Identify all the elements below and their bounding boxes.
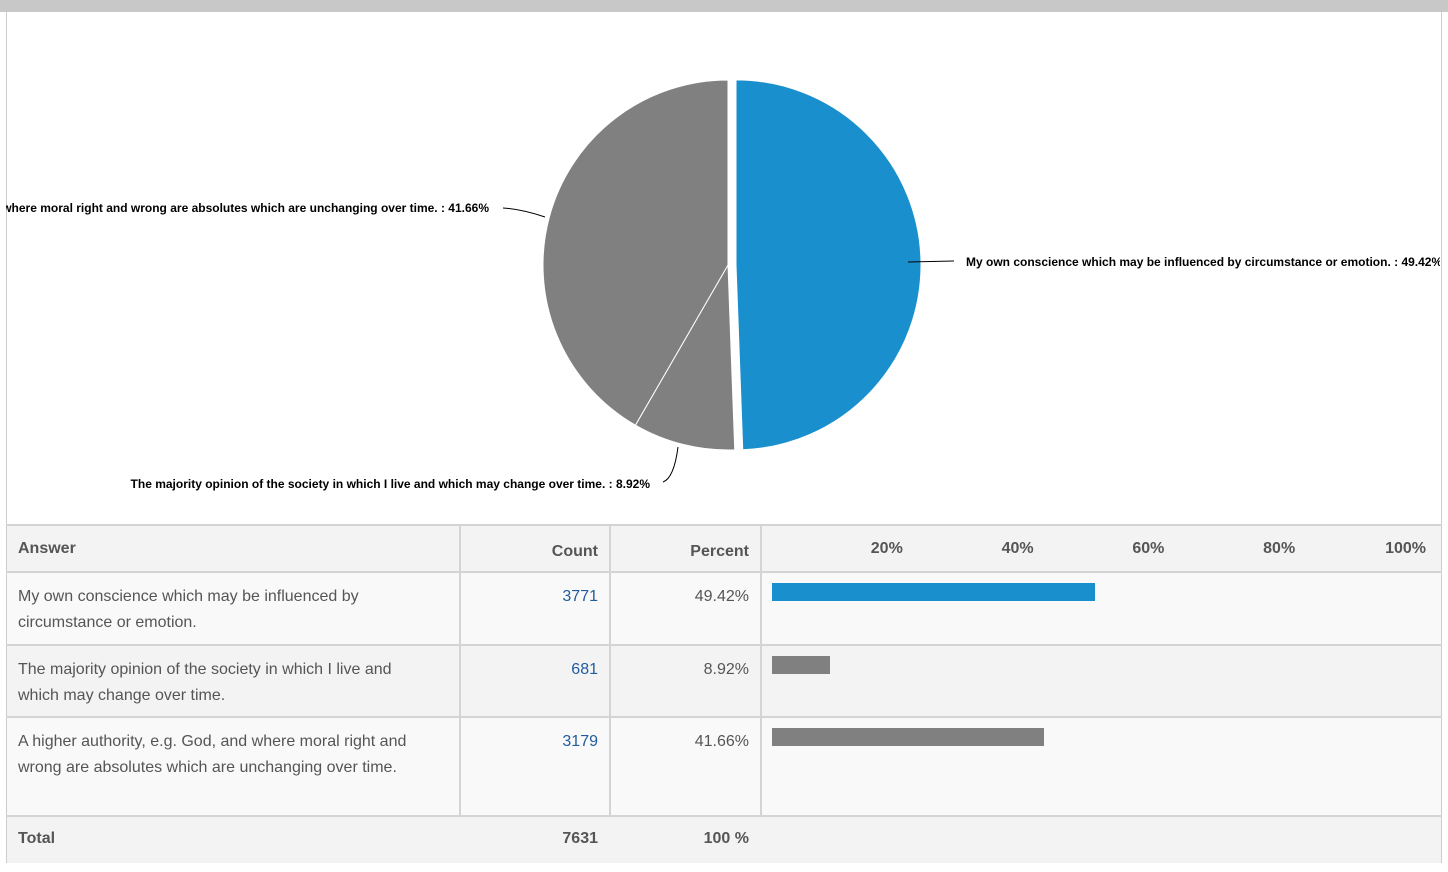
row-border [6, 524, 1442, 526]
pie-chart: My own conscience which may be influence… [6, 79, 1440, 491]
row-border [6, 716, 1442, 718]
x-tick-label: 60% [1132, 540, 1165, 557]
column-border [459, 525, 461, 816]
bar [772, 656, 831, 674]
header-answer: Answer [18, 540, 76, 557]
top-bar [0, 0, 1448, 12]
slice-label: My own conscience which may be influence… [966, 255, 1440, 269]
pie-slice [542, 79, 729, 426]
slice-label: A higher authority, e.g. God, and where … [6, 201, 489, 215]
row-border [6, 815, 1442, 817]
row-background [7, 717, 1441, 816]
row-border [6, 644, 1442, 646]
answer-text: The majority opinion of the society in w… [18, 661, 392, 704]
pie-slice [634, 263, 736, 451]
leader-line [662, 446, 679, 483]
total-percent: 100 % [703, 830, 749, 847]
answer-text: My own conscience which may be influence… [18, 588, 359, 631]
row-background [7, 525, 1441, 572]
bar [772, 583, 1096, 601]
row-border [6, 571, 1442, 573]
x-tick-label: 20% [870, 540, 903, 557]
x-tick-label: 100% [1385, 540, 1426, 557]
row-background [7, 572, 1441, 645]
row-background [7, 816, 1441, 863]
answer-text: A higher authority, e.g. God, and where … [18, 733, 407, 776]
percent-text: 8.92% [703, 661, 749, 678]
column-border [760, 525, 762, 816]
header-percent: Percent [690, 543, 749, 560]
leader-line [907, 260, 955, 263]
row-background [7, 645, 1441, 717]
slice-label: The majority opinion of the society in w… [131, 477, 651, 491]
total-count: 7631 [562, 830, 598, 847]
percent-text: 49.42% [694, 588, 749, 605]
x-tick-label: 80% [1263, 540, 1296, 557]
total-label: Total [18, 830, 56, 847]
pie-slice [735, 79, 922, 451]
header-count: Count [551, 543, 598, 560]
leader-line [502, 207, 546, 218]
count-link[interactable]: 3771 [562, 588, 598, 605]
percent-text: 41.66% [694, 733, 749, 750]
column-border [609, 525, 611, 816]
bar [772, 728, 1045, 746]
x-tick-label: 40% [1001, 540, 1034, 557]
count-link[interactable]: 681 [571, 661, 598, 678]
count-link[interactable]: 3179 [562, 733, 598, 750]
